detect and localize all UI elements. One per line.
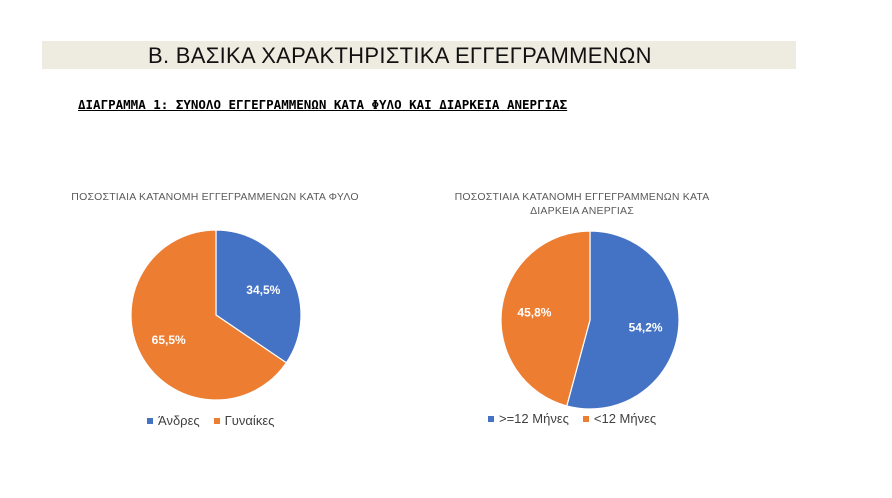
- legend-label-short-term: <12 Μήνες: [593, 411, 657, 426]
- chart-title-gender: ΠΟΣΟΣΤΙΑΙΑ ΚΑΤΑΝΟΜΗ ΕΓΓΕΓΡΑΜΜΕΝΩΝ ΚΑΤΑ Φ…: [71, 191, 359, 203]
- pie-chart-gender: 34,5% 65,5%: [130, 229, 302, 401]
- data-label-short-term: 45,8%: [517, 306, 551, 320]
- chart-title-duration: ΠΟΣΟΣΤΙΑΙΑ ΚΑΤΑΝΟΜΗ ΕΓΓΕΓΡΑΜΜΕΝΩΝ ΚΑΤΑ Δ…: [454, 191, 710, 217]
- pie-slice-women: [130, 229, 288, 401]
- legend-item-long-term: >=12 Μήνες: [488, 411, 569, 427]
- diagram-title: ΔΙΑΓΡΑΜΜΑ 1: ΣΥΝΟΛΟ ΕΓΓΕΓΡΑΜΜΕΝΩΝ ΚΑΤΑ Φ…: [78, 97, 568, 112]
- pie-chart-duration: 54,2% 45,8%: [500, 230, 680, 410]
- data-label-men: 34,5%: [246, 283, 280, 297]
- legend-duration: >=12 Μήνες <12 Μήνες: [488, 411, 670, 427]
- legend-item-women: Γυναίκες: [213, 413, 275, 429]
- pie-slice-long-term: [566, 230, 680, 410]
- data-label-long-term: 54,2%: [629, 320, 663, 334]
- legend-label-men: Άνδρες: [158, 413, 200, 428]
- pie-slice-men: [215, 229, 302, 364]
- legend-gender: Άνδρες Γυναίκες: [147, 413, 288, 429]
- section-banner: [42, 41, 796, 69]
- legend-label-women: Γυναίκες: [224, 413, 275, 428]
- legend-swatch-long-term: [488, 416, 494, 422]
- data-label-women: 65,5%: [152, 333, 186, 347]
- legend-swatch-women: [213, 418, 220, 424]
- pie-slice-short-term: [500, 230, 591, 407]
- legend-swatch-short-term: [582, 416, 589, 422]
- legend-label-long-term: >=12 Μήνες: [499, 411, 569, 426]
- legend-item-men: Άνδρες: [147, 413, 200, 429]
- section-title: Β. ΒΑΣΙΚΑ ΧΑΡΑΚΤΗΡΙΣΤΙΚΑ ΕΓΓΕΓΡΑΜΜΕΝΩΝ: [148, 43, 652, 68]
- legend-swatch-men: [147, 418, 153, 424]
- legend-item-short-term: <12 Μήνες: [582, 411, 657, 427]
